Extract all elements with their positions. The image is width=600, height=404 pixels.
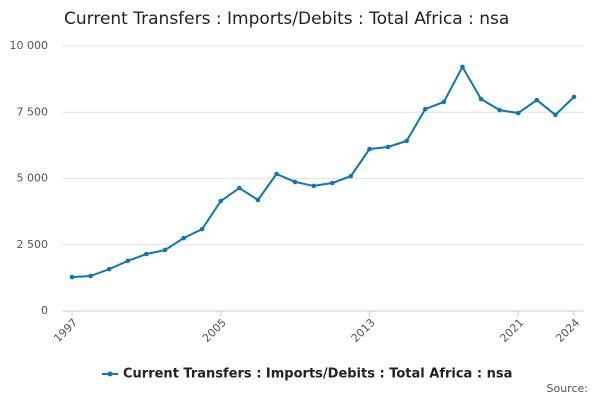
point	[441, 99, 447, 105]
point	[311, 183, 317, 189]
x-tick-label: 2005	[200, 316, 229, 345]
point	[329, 180, 335, 186]
point	[69, 274, 75, 280]
point	[515, 110, 521, 116]
point	[478, 96, 484, 102]
point	[218, 198, 224, 204]
legend-marker	[107, 371, 113, 377]
point	[367, 146, 372, 152]
point	[385, 144, 391, 150]
point	[571, 94, 577, 100]
point	[292, 179, 298, 185]
point	[348, 173, 354, 179]
point	[181, 235, 186, 241]
x-tick-label: 2021	[497, 316, 526, 345]
point	[497, 107, 502, 113]
y-tick-label: 7 500	[17, 105, 49, 118]
point	[422, 106, 428, 112]
point	[88, 273, 93, 279]
point	[534, 97, 540, 103]
point	[404, 138, 409, 144]
point	[237, 185, 242, 191]
x-tick-label: 1997	[51, 316, 80, 345]
point	[106, 266, 112, 272]
line	[71, 64, 575, 279]
point	[125, 258, 131, 264]
point	[553, 112, 558, 118]
y-tick-label: 10 000	[10, 39, 49, 52]
source: Source:	[547, 382, 589, 395]
x-tick-label: 2024	[553, 316, 582, 345]
point	[199, 226, 205, 232]
point	[162, 247, 168, 253]
y-tick-label: 2 500	[17, 238, 49, 251]
chart-title: Current Transfers : Imports/Debits : Tot…	[64, 9, 509, 29]
point	[460, 64, 465, 70]
y-tick-label: 0	[41, 304, 48, 317]
point	[255, 197, 261, 203]
y-tick-label: 5 000	[17, 172, 49, 185]
point	[144, 251, 149, 257]
point	[274, 171, 279, 177]
legend-label: Current Transfers : Imports/Debits : Tot…	[123, 367, 512, 382]
x-tick-label: 2013	[349, 316, 378, 345]
